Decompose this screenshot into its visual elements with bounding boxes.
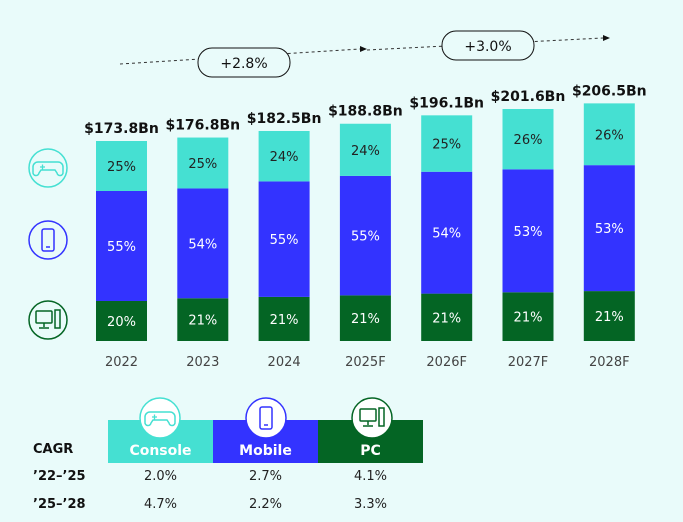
total-label: $173.8Bn — [84, 121, 159, 137]
total-label: $182.5Bn — [247, 111, 322, 127]
data-label: 53% — [514, 225, 543, 240]
arrowhead-icon — [603, 35, 610, 41]
bar-segment-mobile — [177, 188, 229, 299]
x-tick-label: 2024 — [268, 355, 301, 370]
bar-segment-console — [583, 103, 635, 166]
data-label: 24% — [351, 144, 380, 159]
bar-segment-console — [502, 109, 554, 170]
data-label: 25% — [107, 160, 136, 175]
data-label: 25% — [432, 138, 461, 153]
bar-segment-mobile — [258, 181, 310, 297]
bar-segment-console — [339, 123, 391, 176]
bar-segment-pc — [339, 295, 391, 341]
bar-segment-pc — [583, 291, 635, 341]
growth-label: +2.8% — [220, 56, 267, 72]
col-pc: PC — [318, 420, 423, 463]
bar-segment-pc — [502, 292, 554, 341]
bar-segment-pc — [177, 298, 229, 341]
bar-segment-mobile — [421, 171, 473, 294]
growth-label: +3.0% — [464, 39, 511, 55]
x-tick-label: 2027F — [508, 355, 549, 370]
data-label: 21% — [188, 314, 217, 329]
data-label: 20% — [107, 315, 136, 330]
cell: 4.1% — [353, 469, 388, 484]
bar-segment-console — [258, 130, 310, 182]
data-label: 55% — [351, 230, 380, 245]
x-tick-label: 2022 — [105, 355, 138, 370]
cell: 2.7% — [248, 469, 283, 484]
cell: 2.0% — [143, 469, 178, 484]
total-label: $176.8Bn — [165, 118, 240, 134]
data-label: 21% — [432, 311, 461, 326]
col-mobile: Mobile — [213, 420, 318, 463]
total-label: $188.8Bn — [328, 104, 403, 120]
bar-segment-console — [177, 137, 229, 189]
growth-pill — [197, 47, 291, 78]
data-label: 21% — [514, 311, 543, 326]
mobile-icon — [28, 220, 68, 260]
data-label: 21% — [270, 313, 299, 328]
arrowhead-icon — [360, 46, 367, 52]
bar-segment-console — [421, 115, 473, 172]
total-label: $201.6Bn — [491, 89, 566, 105]
data-label: 55% — [270, 233, 299, 248]
total-label: $206.5Bn — [572, 83, 647, 99]
cell: 3.3% — [353, 497, 388, 512]
data-label: 54% — [188, 237, 217, 252]
row-label: ’25–’28 — [33, 497, 86, 512]
cagr-header: CAGR — [33, 442, 74, 457]
gamepad-icon — [28, 148, 68, 188]
col-console: Console — [108, 420, 213, 463]
data-label: 21% — [595, 310, 624, 325]
data-label: 26% — [514, 133, 543, 148]
data-label: 26% — [595, 128, 624, 143]
data-label: 53% — [595, 222, 624, 237]
bar-segment-console — [96, 141, 147, 191]
x-tick-label: 2025F — [345, 355, 386, 370]
growth-pill — [441, 30, 535, 61]
data-label: 21% — [351, 312, 380, 327]
bar-segment-mobile — [339, 175, 391, 296]
bar-segment-mobile — [96, 191, 147, 301]
cell: 4.7% — [143, 497, 178, 512]
x-tick-label: 2026F — [426, 355, 467, 370]
cell: 2.2% — [248, 497, 283, 512]
x-tick-label: 2028F — [589, 355, 630, 370]
data-label: 54% — [432, 227, 461, 242]
bar-segment-pc — [96, 301, 147, 341]
row-label: ’22–’25 — [33, 469, 86, 484]
data-label: 24% — [270, 150, 299, 165]
pc-icon — [28, 300, 68, 340]
total-label: $196.1Bn — [409, 95, 484, 111]
data-label: 55% — [107, 240, 136, 255]
bar-segment-mobile — [502, 169, 554, 293]
x-tick-label: 2023 — [186, 355, 219, 370]
bar-segment-mobile — [583, 165, 635, 292]
bar-segment-pc — [421, 293, 473, 341]
data-label: 25% — [188, 157, 217, 172]
bar-segment-pc — [258, 296, 310, 341]
